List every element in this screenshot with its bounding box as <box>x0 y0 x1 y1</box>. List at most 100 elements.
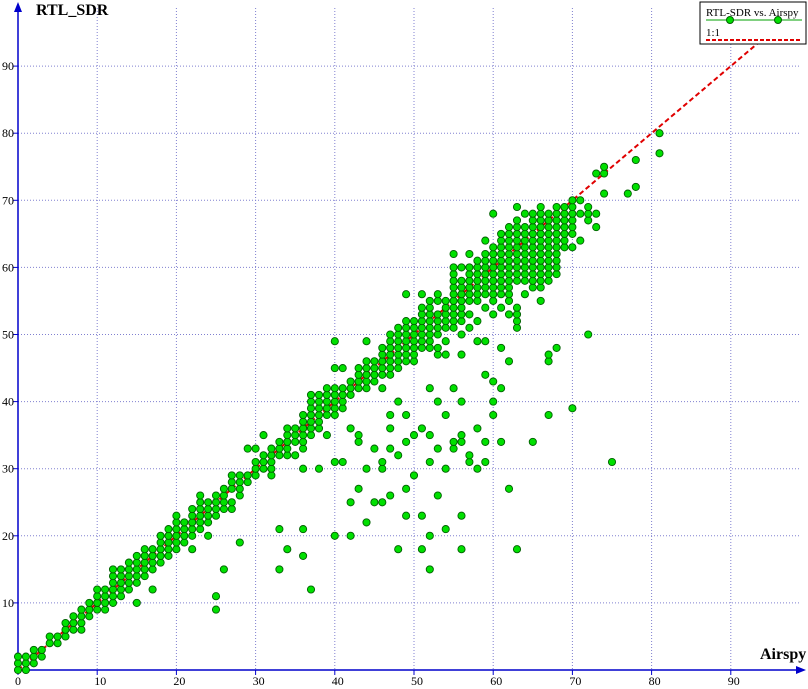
data-point <box>370 370 379 379</box>
data-point <box>378 343 387 352</box>
data-point <box>402 350 411 359</box>
data-point <box>402 484 411 493</box>
data-point <box>370 364 379 373</box>
data-point <box>441 317 450 326</box>
data-point <box>497 229 506 238</box>
data-point <box>299 410 308 420</box>
data-point <box>322 431 331 440</box>
data-point <box>124 578 133 587</box>
data-point <box>536 263 545 272</box>
data-point <box>441 410 450 420</box>
data-point <box>235 538 244 547</box>
data-point <box>425 310 434 319</box>
data-point <box>116 565 126 574</box>
y-tick-label: 20 <box>2 529 14 543</box>
data-point <box>164 551 173 560</box>
data-point <box>322 390 331 399</box>
data-point <box>631 182 640 191</box>
data-point <box>417 323 426 332</box>
data-point <box>568 243 577 252</box>
data-point <box>600 162 609 171</box>
data-point <box>592 169 601 178</box>
data-point <box>465 457 474 467</box>
data-point <box>362 377 371 386</box>
data-point <box>473 256 482 265</box>
data-point <box>172 525 181 534</box>
data-point <box>457 263 466 272</box>
data-point <box>528 263 537 272</box>
data-point <box>29 652 38 661</box>
data-point <box>53 632 62 641</box>
legend: RTL-SDR vs. Airspy 1:1 <box>699 1 807 45</box>
data-point <box>21 652 30 661</box>
data-point <box>306 585 316 594</box>
data-point <box>536 223 545 232</box>
data-point <box>560 216 569 225</box>
data-point <box>457 437 466 446</box>
data-point <box>362 337 371 346</box>
data-point <box>132 578 141 587</box>
data-point <box>330 364 339 373</box>
data-point <box>473 464 482 473</box>
data-point <box>552 243 561 252</box>
data-point <box>196 498 205 507</box>
data-point <box>512 317 522 326</box>
x-tick-label: 50 <box>411 674 423 688</box>
data-point <box>235 478 244 487</box>
data-point <box>481 303 490 312</box>
data-point <box>528 216 537 225</box>
data-point <box>544 249 553 259</box>
data-point <box>354 377 363 386</box>
data-point <box>536 202 545 212</box>
data-point <box>370 377 379 386</box>
data-point <box>77 618 86 628</box>
data-point <box>449 249 458 259</box>
data-point <box>132 565 141 574</box>
data-point <box>473 424 482 433</box>
data-point <box>314 424 324 433</box>
data-point <box>536 276 545 285</box>
data-point <box>600 169 609 178</box>
data-point <box>37 652 46 661</box>
data-point <box>449 263 458 272</box>
data-point <box>101 592 110 601</box>
data-point <box>108 598 118 607</box>
data-point <box>196 504 205 514</box>
data-point <box>402 437 411 446</box>
data-point <box>299 444 308 453</box>
data-point <box>425 330 434 339</box>
data-point <box>552 236 561 245</box>
data-point <box>568 223 577 232</box>
data-point <box>481 370 490 379</box>
data-point <box>204 511 213 520</box>
data-point <box>568 229 577 238</box>
data-point <box>417 310 426 319</box>
data-point <box>512 310 522 319</box>
data-point <box>283 444 292 453</box>
data-point <box>425 296 434 305</box>
y-tick-label: 70 <box>2 193 14 207</box>
data-point <box>449 444 458 453</box>
data-point <box>108 592 118 601</box>
data-point <box>441 303 450 312</box>
y-tick-label: 60 <box>2 260 14 274</box>
data-point <box>338 384 347 393</box>
data-point <box>283 451 292 460</box>
data-point <box>227 471 236 480</box>
data-point <box>61 625 70 634</box>
data-point <box>520 229 529 238</box>
data-point <box>243 471 252 480</box>
data-point <box>330 457 339 467</box>
data-point <box>473 283 482 292</box>
data-point <box>497 437 506 446</box>
data-point <box>552 229 561 238</box>
data-point <box>402 357 411 366</box>
data-point <box>584 330 593 339</box>
data-point <box>211 504 221 514</box>
data-point <box>465 310 474 319</box>
data-point <box>124 585 133 594</box>
data-point <box>314 390 324 399</box>
data-point <box>291 437 300 446</box>
data-point <box>116 578 126 587</box>
